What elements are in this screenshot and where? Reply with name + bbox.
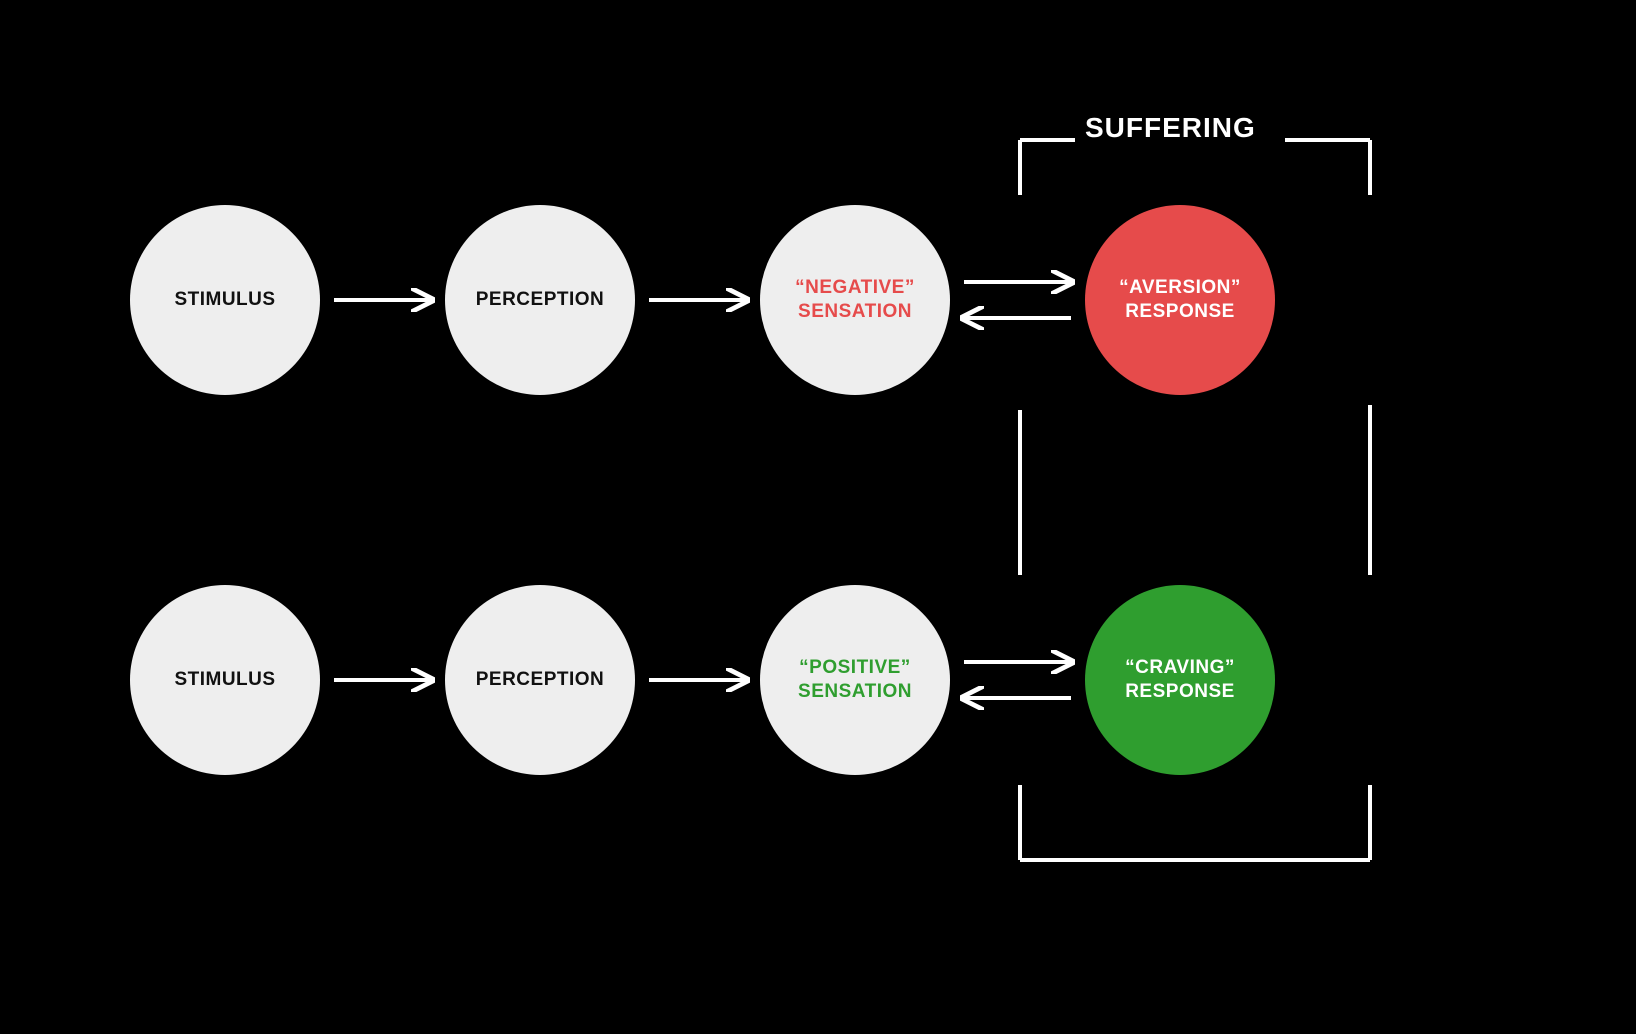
node-label-line1: “AVERSION” [1119,276,1241,300]
node-label-line2: SENSATION [798,300,912,324]
node-positive-sensation: “POSITIVE” SENSATION [760,585,950,775]
node-label-line2: RESPONSE [1125,300,1235,324]
node-label-line1: “NEGATIVE” [795,276,915,300]
node-label-line1: “CRAVING” [1125,656,1235,680]
node-label: STIMULUS [174,288,275,312]
node-label: STIMULUS [174,668,275,692]
node-perception-2: PERCEPTION [445,585,635,775]
node-aversion-response: “AVERSION” RESPONSE [1085,205,1275,395]
node-label: PERCEPTION [476,288,605,312]
node-label-line2: RESPONSE [1125,680,1235,704]
node-perception-1: PERCEPTION [445,205,635,395]
node-negative-sensation: “NEGATIVE” SENSATION [760,205,950,395]
node-label: PERCEPTION [476,668,605,692]
arrows-overlay [0,0,1636,1034]
node-stimulus-1: STIMULUS [130,205,320,395]
node-craving-response: “CRAVING” RESPONSE [1085,585,1275,775]
suffering-text: SUFFERING [1085,112,1256,143]
node-label-line1: “POSITIVE” [799,656,911,680]
suffering-label: SUFFERING [1085,112,1256,144]
node-stimulus-2: STIMULUS [130,585,320,775]
node-label-line2: SENSATION [798,680,912,704]
diagram-canvas: STIMULUS PERCEPTION “NEGATIVE” SENSATION… [0,0,1636,1034]
